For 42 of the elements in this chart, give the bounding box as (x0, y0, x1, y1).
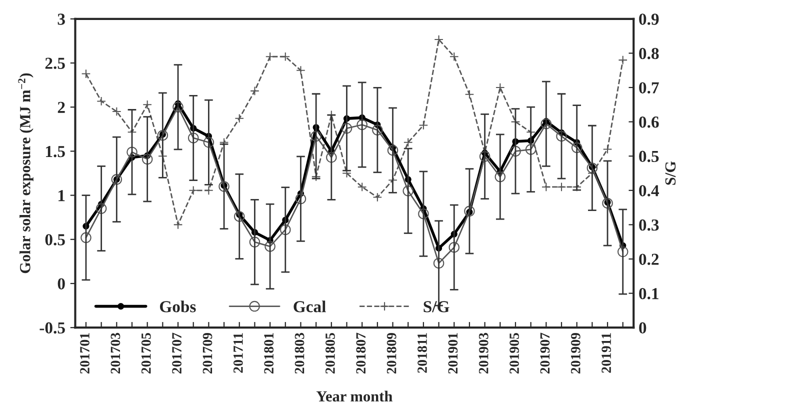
y-axis-title: Golar solar exposure (MJ m$^{−2}$) (18, 73, 34, 274)
x-tick-label: 201909 (570, 332, 580, 374)
y2-tick-label: 0.2 (639, 254, 659, 266)
y2-tick-label: 0.3 (639, 219, 659, 231)
y-tick-label: 0.5 (45, 234, 65, 246)
y2-tick-label: 0.6 (639, 116, 659, 128)
x-axis-title: Year month (316, 390, 392, 402)
y-tick-label: 2.5 (45, 58, 65, 70)
x-tick-label: 201907 (540, 332, 550, 374)
y2-tick-label: 0.9 (639, 14, 659, 25)
x-tick-label: 201701 (80, 333, 90, 374)
legend-label: S/G (424, 301, 450, 312)
x-tick-label: 201711 (233, 333, 243, 373)
y-tick-label: 2 (58, 102, 65, 113)
x-tick-label: 201901 (448, 333, 458, 374)
y2-axis-title: S/G (665, 161, 676, 185)
y2-tick-label: 0.7 (639, 82, 659, 94)
x-tick-label: 201707 (172, 332, 182, 374)
legend-label: Gcal (294, 300, 326, 312)
x-tick-label: 201803 (294, 332, 304, 374)
y-tick-label: 1.5 (46, 146, 65, 158)
y2-tick-label: 0.4 (639, 185, 659, 196)
y-tick-label: -0.5 (40, 322, 65, 334)
y2-tick-label: 0 (639, 322, 646, 334)
y2-tick-label: 0.8 (639, 48, 659, 60)
x-tick-label: 201809 (386, 332, 396, 374)
x-tick-label: 201807 (356, 332, 366, 374)
x-tick-label: 201911 (602, 333, 611, 373)
y-tick-label: 3 (58, 14, 65, 25)
x-tick-label: 201703 (110, 332, 120, 374)
y2-tick-label: 0.5 (639, 150, 659, 162)
y2-tick-label: 0.1 (639, 288, 658, 300)
y-tick-label: 1 (58, 190, 65, 202)
x-tick-label: 201903 (478, 332, 488, 374)
x-tick-label: 201905 (510, 332, 519, 374)
x-tick-label: 201801 (264, 333, 274, 374)
x-tick-label: 201709 (202, 332, 212, 374)
legend-label: Gobs (160, 300, 196, 312)
x-tick-label: 201805 (326, 332, 335, 374)
x-tick-label: 201811 (418, 333, 427, 373)
y-tick-label: 0 (58, 278, 65, 290)
x-tick-label: 201705 (141, 332, 151, 374)
